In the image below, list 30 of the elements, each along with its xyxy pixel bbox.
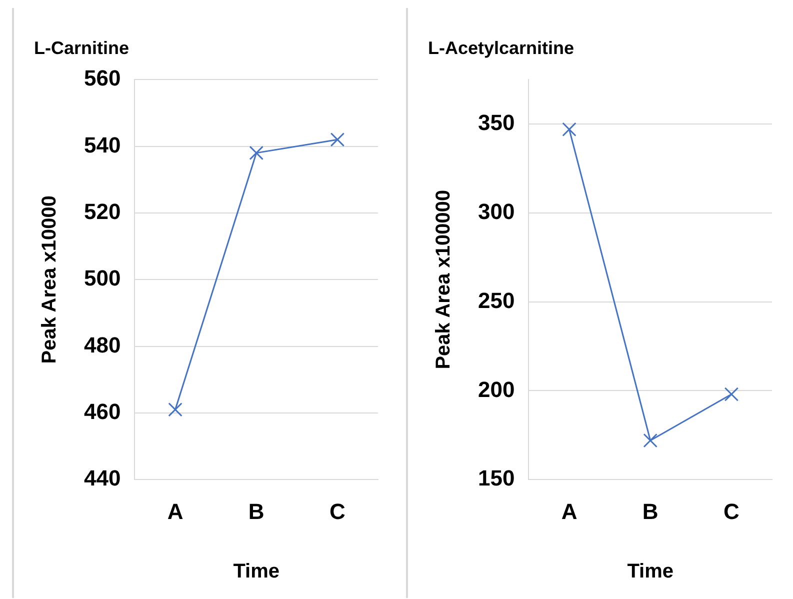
point xyxy=(168,402,182,417)
y-tick-label: 460 xyxy=(84,398,121,424)
x-tick-label: A xyxy=(561,498,578,524)
y-axis-title: Peak Area x10000 xyxy=(38,195,61,364)
point xyxy=(330,132,345,147)
x-tick-label: B xyxy=(248,498,264,524)
chart-title: L-Acetylcarnitine xyxy=(428,38,574,58)
x-tick-label: C xyxy=(724,498,740,524)
y-tick-label: 500 xyxy=(84,266,121,291)
point xyxy=(562,122,576,136)
y-tick-label: 300 xyxy=(478,198,515,224)
y-tick-label: 540 xyxy=(84,132,121,158)
x-axis-title: Time xyxy=(627,560,674,583)
point xyxy=(724,387,739,402)
point xyxy=(249,146,264,160)
x-axis-title: Time xyxy=(233,560,280,583)
y-tick-label: 520 xyxy=(84,198,121,224)
y-tick-label: 200 xyxy=(478,376,515,402)
y-tick-label: 480 xyxy=(84,332,121,358)
y-tick-label: 560 xyxy=(84,66,121,91)
chart-title: L-Carnitine xyxy=(34,38,130,58)
x-tick-label: A xyxy=(167,498,184,524)
y-tick-label: 150 xyxy=(478,466,515,491)
y-tick-label: 440 xyxy=(84,466,121,491)
point xyxy=(643,433,658,448)
x-tick-label: C xyxy=(330,498,346,524)
y-tick-label: 350 xyxy=(478,110,515,136)
y-axis-title: Peak Area x100000 xyxy=(432,190,455,370)
x-tick-label: B xyxy=(642,498,658,524)
y-tick-label: 250 xyxy=(478,288,515,313)
